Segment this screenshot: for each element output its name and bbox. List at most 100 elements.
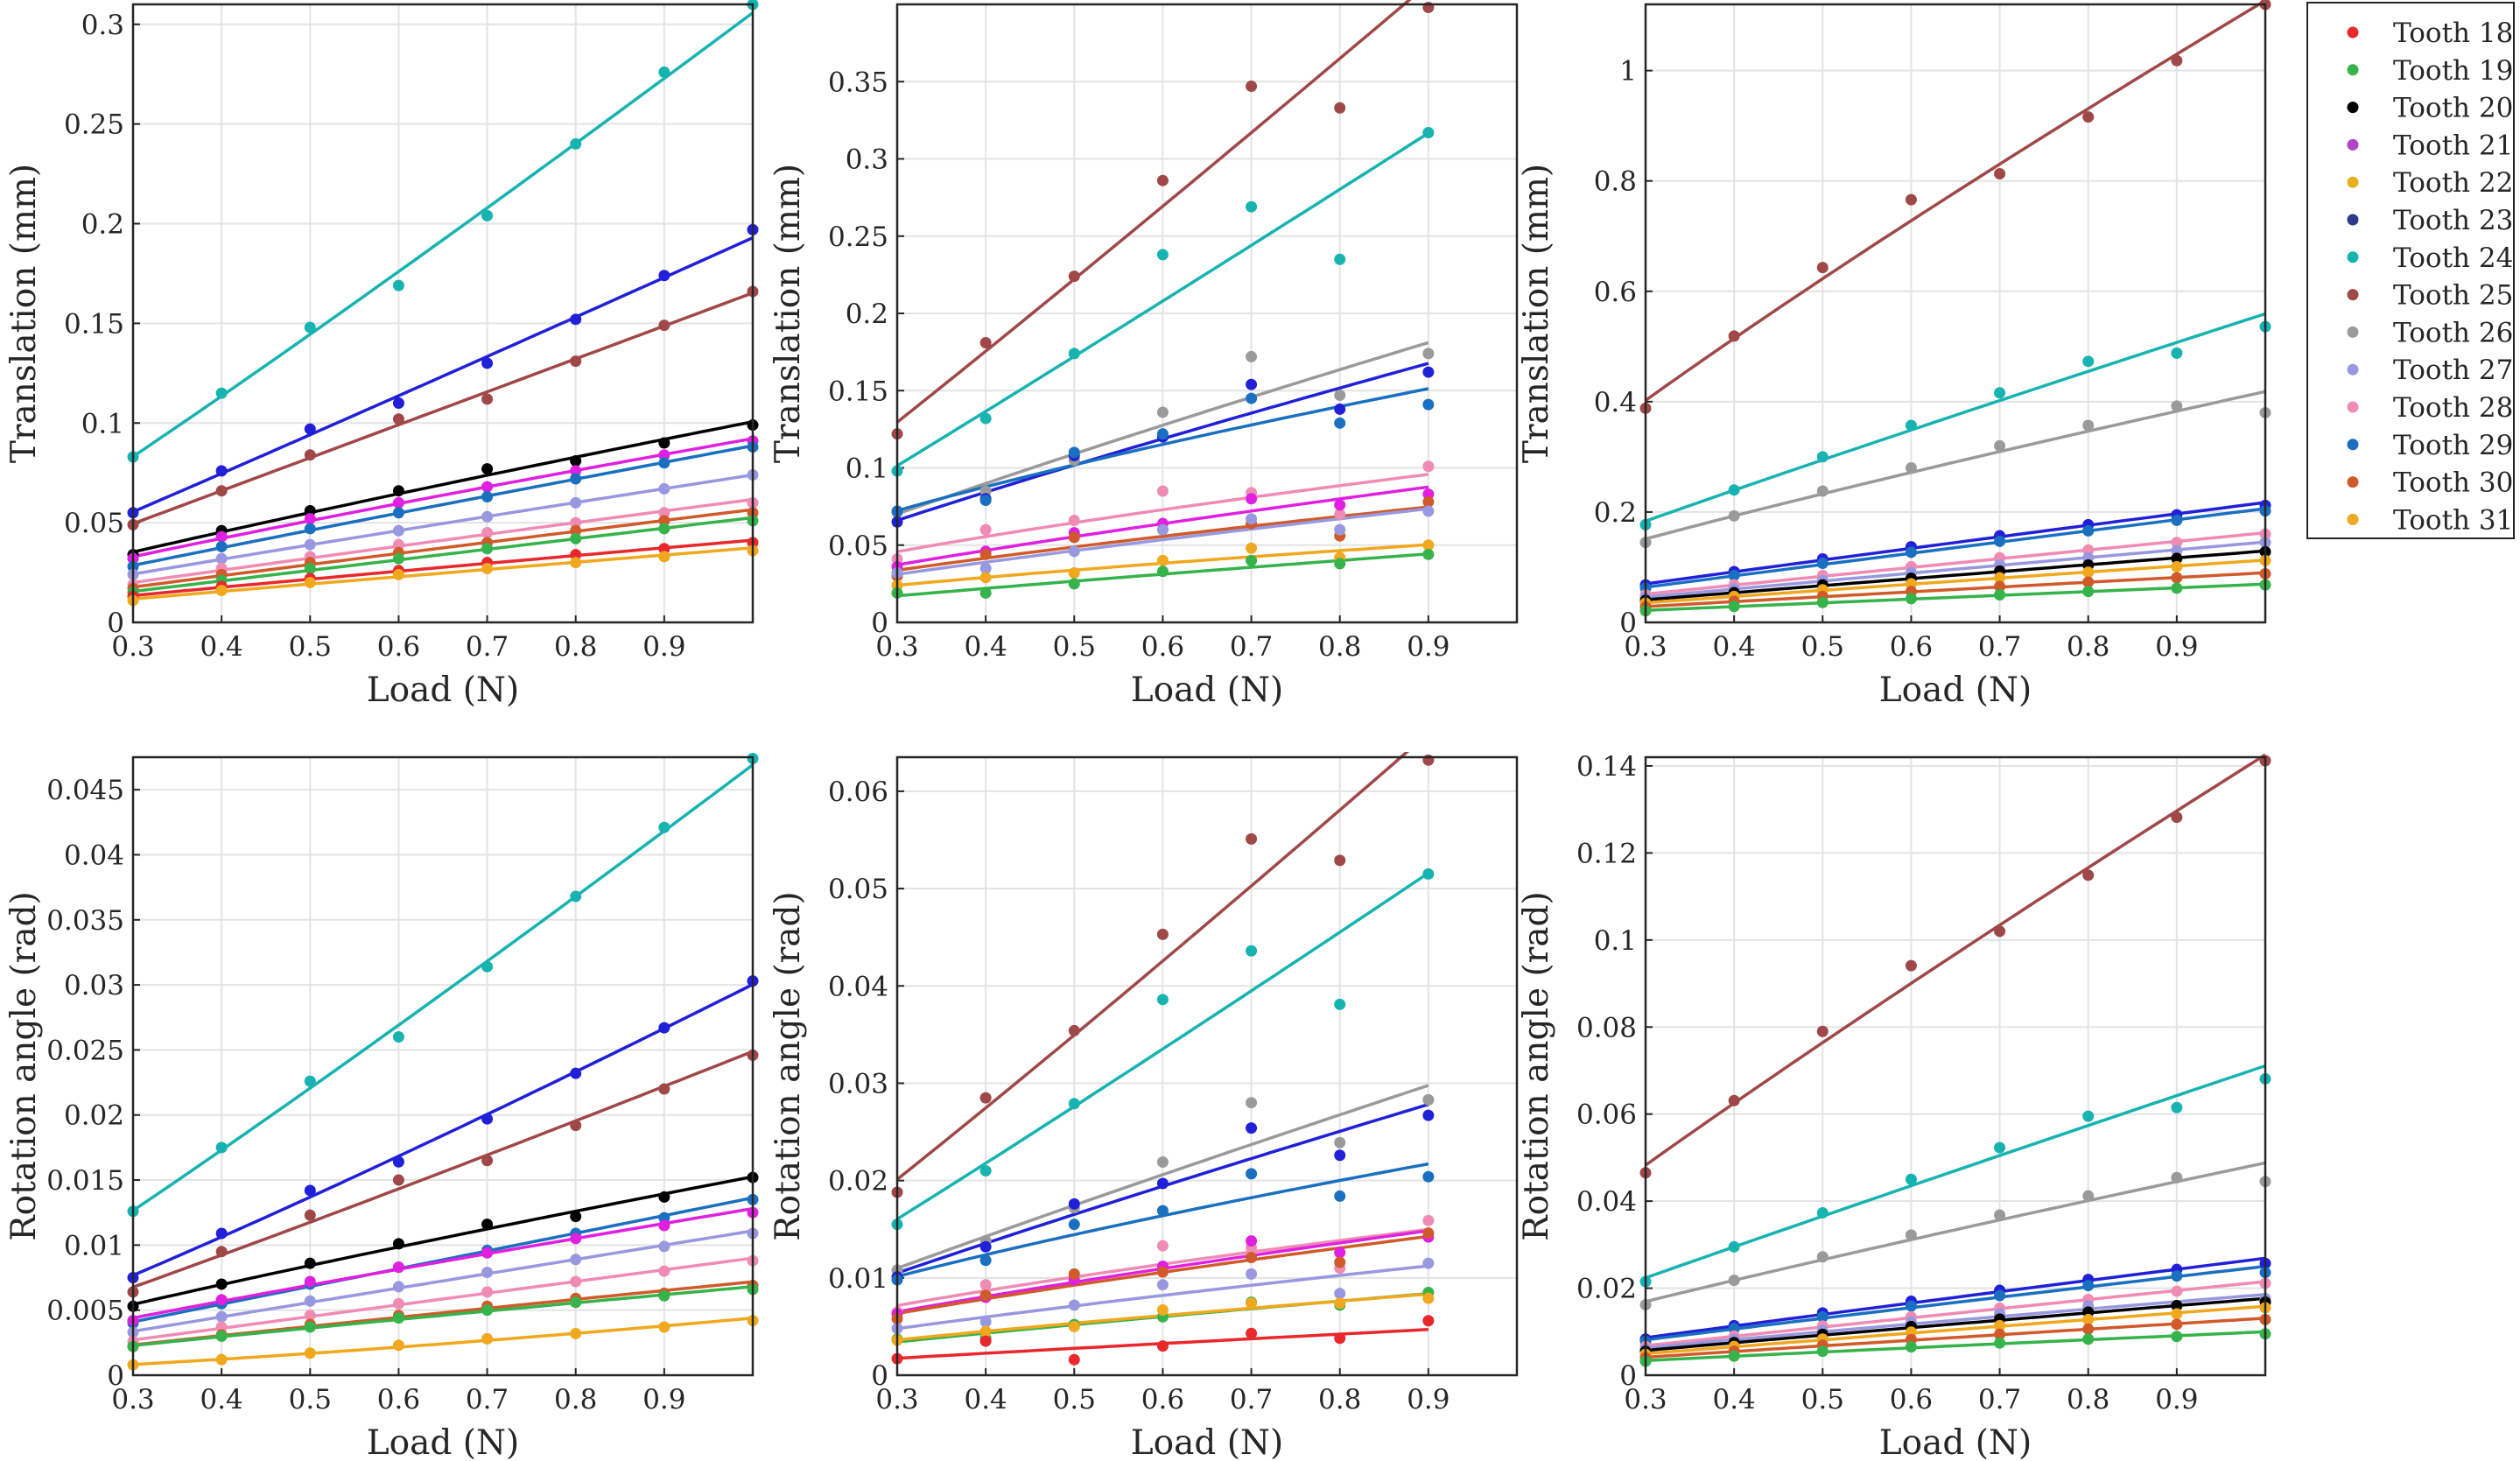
data-point-tooth-31: [1994, 572, 2006, 584]
data-point-tooth-20: [215, 1278, 228, 1290]
data-point-blue: [1334, 1149, 1346, 1162]
x-tick-label: 0.3: [111, 631, 154, 663]
data-point-tooth-25: [1816, 262, 1829, 274]
data-point-tooth-28: [570, 516, 582, 529]
fit-line-tooth-29: [133, 444, 754, 567]
data-point-tooth-26: [1334, 390, 1346, 402]
x-tick-label: 0.7: [466, 1384, 509, 1415]
fit-line-tooth-26: [1646, 1161, 2266, 1303]
data-point-tooth-20: [304, 1257, 316, 1269]
data-point-tooth-24: [1728, 1240, 1740, 1253]
data-point-tooth-19: [1334, 558, 1346, 570]
data-point-tooth-19: [2171, 582, 2183, 594]
data-point-tooth-29: [979, 495, 992, 507]
data-point-tooth-27: [570, 1254, 582, 1266]
data-point-tooth-18: [1068, 1353, 1080, 1366]
y-tick-label: 0.1: [1594, 925, 1637, 957]
data-point-tooth-25: [1905, 959, 1917, 972]
fit-line-tooth-27: [1646, 540, 2266, 599]
data-point-magenta: [570, 1233, 582, 1245]
y-tick-label: 0.15: [64, 308, 124, 340]
data-point-tooth-19: [2171, 1331, 2183, 1343]
y-axis-label: Rotation angle (rad): [4, 891, 44, 1240]
data-point-tooth-24: [2082, 355, 2095, 368]
data-point-tooth-31: [215, 585, 228, 597]
data-point-tooth-31: [215, 1353, 228, 1366]
y-tick-label: 0: [1619, 1360, 1637, 1392]
fit-line-tooth-24: [897, 131, 1429, 467]
data-point-blue: [215, 1227, 228, 1240]
fit-line-tooth-25: [1646, 0, 2266, 402]
data-point-tooth-26: [1905, 462, 1917, 474]
fit-line-blue: [133, 983, 754, 1277]
data-point-blue: [304, 1184, 316, 1197]
data-point-magenta: [570, 465, 582, 477]
data-point-tooth-24: [481, 209, 494, 221]
data-point-tooth-25: [1816, 1025, 1829, 1037]
data-point-tooth-27: [1422, 1257, 1435, 1269]
y-tick-label: 0: [107, 1360, 124, 1392]
data-point-tooth-29: [1905, 1300, 1917, 1312]
data-point-tooth-29: [1068, 1219, 1080, 1231]
fit-line-tooth-20: [1646, 549, 2266, 602]
data-point-tooth-27: [979, 1316, 992, 1328]
fit-line-tooth-28: [1646, 530, 2266, 596]
data-point-tooth-24: [215, 387, 228, 399]
data-point-tooth-31: [1068, 567, 1080, 579]
data-point-blue: [658, 1022, 670, 1034]
data-point-tooth-19: [570, 1296, 582, 1309]
legend-entry-label: Tooth 24: [2393, 242, 2513, 274]
panel-5: 0.3 0.4 0.5 0.6 0.7 0.8 0.9 0 0.01 0.02 0.03 0.04 0.…: [769, 752, 1519, 1461]
x-axis-label: Load (N): [1879, 671, 2032, 710]
y-tick-label: 0.02: [1576, 1274, 1637, 1305]
data-point-tooth-29: [481, 491, 494, 503]
fit-line-tooth-19: [1646, 582, 2266, 613]
fit-line-tooth-27: [1646, 1292, 2266, 1350]
data-point-tooth-30: [1068, 531, 1080, 544]
x-tick-label: 0.4: [964, 631, 1007, 663]
data-point-tooth-25: [1068, 270, 1080, 283]
fit-line-tooth-31: [1646, 1304, 2266, 1356]
data-point-blue: [570, 313, 582, 326]
x-tick-label: 0.4: [964, 1384, 1007, 1415]
data-point-tooth-27: [1422, 505, 1435, 517]
y-tick-label: 0: [871, 1360, 888, 1392]
x-tick-label: 0.9: [2155, 1384, 2198, 1415]
y-axis-label: Translation (mm): [769, 164, 808, 463]
data-point-tooth-27: [658, 1240, 670, 1253]
data-point-tooth-30: [979, 1289, 992, 1302]
y-tick-label: 0.3: [81, 10, 124, 41]
x-tick-label: 0.3: [875, 631, 918, 663]
data-point-tooth-26: [1156, 1156, 1169, 1169]
fit-line-tooth-24: [133, 11, 755, 459]
y-tick-label: 0.8: [1594, 166, 1637, 198]
axes-frame: [131, 3, 755, 624]
data-point-tooth-25: [1728, 1094, 1740, 1106]
data-point-tooth-25: [1334, 102, 1346, 114]
data-point-tooth-25: [2171, 811, 2183, 824]
data-point-blue: [570, 1067, 582, 1079]
data-point-tooth-29: [1905, 546, 1917, 558]
data-point-tooth-25: [392, 413, 404, 425]
y-tick-label: 0.02: [828, 1166, 888, 1198]
data-point-tooth-28: [2171, 1285, 2183, 1297]
data-point-tooth-19: [1246, 554, 1258, 566]
data-point-tooth-29: [1422, 398, 1435, 411]
legend: Tooth 18 Tooth 19 Tooth 20 Tooth 21 Tooth 22…: [2306, 2, 2515, 539]
x-tick-label: 0.9: [1407, 631, 1450, 663]
x-tick-label: 0.5: [1801, 1384, 1844, 1415]
legend-entry-label: Tooth 21: [2393, 130, 2513, 161]
y-axis-label: Translation (mm): [1517, 164, 1556, 463]
data-point-tooth-28: [481, 527, 494, 539]
data-point-tooth-26: [1994, 1209, 2006, 1221]
x-axis-label: Load (N): [367, 671, 520, 710]
data-point-tooth-31: [304, 576, 316, 588]
data-point-tooth-28: [1068, 515, 1080, 527]
data-point-tooth-24: [481, 960, 494, 973]
data-point-tooth-31: [1246, 1297, 1258, 1310]
data-point-tooth-19: [304, 1321, 316, 1333]
x-tick-label: 0.3: [1624, 1384, 1667, 1415]
data-point-tooth-28: [304, 1310, 316, 1322]
data-point-tooth-25: [1905, 193, 1917, 206]
x-tick-label: 0.7: [1230, 1384, 1273, 1415]
